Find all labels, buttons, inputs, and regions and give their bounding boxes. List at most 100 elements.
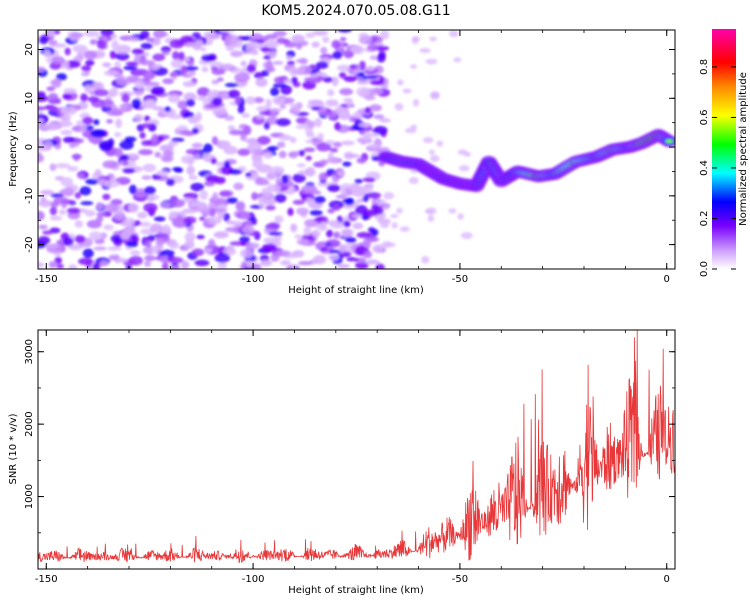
noise-cell	[211, 97, 223, 106]
colorbar-tick-label: 0.6	[699, 109, 710, 125]
noise-cell	[208, 238, 216, 249]
noise-cell	[96, 202, 104, 210]
noise-cell	[142, 246, 158, 255]
noise-cell	[68, 142, 77, 148]
noise-cell	[43, 49, 52, 58]
noise-cell	[296, 238, 309, 246]
noise-cell	[379, 220, 390, 229]
colorbar-tick-label: 0.4	[699, 160, 710, 176]
noise-cell	[274, 215, 284, 224]
noise-cell	[100, 232, 108, 239]
noise-cell	[326, 156, 340, 164]
noise-cell	[79, 186, 92, 196]
noise-cell	[119, 103, 128, 110]
noise-cell	[327, 184, 341, 192]
noise-cell	[58, 120, 73, 128]
noise-cell	[96, 211, 106, 217]
noise-cell	[228, 129, 244, 136]
noise-cell	[161, 262, 169, 269]
noise-cell	[202, 97, 211, 106]
noise-cell	[336, 64, 351, 72]
noise-cell	[174, 167, 184, 173]
noise-cell	[106, 119, 113, 124]
noise-cell	[325, 108, 332, 115]
noise-cell	[151, 174, 162, 181]
snr-y-ticks: 1000 2000 3000	[24, 339, 675, 534]
noise-cell	[340, 186, 347, 197]
noise-cell	[284, 41, 297, 48]
noise-cell	[211, 136, 218, 146]
noise-cell	[152, 106, 164, 111]
noise-cell	[38, 106, 47, 111]
noise-cell	[373, 125, 388, 135]
noise-cell	[111, 40, 119, 51]
snr-plot-area	[38, 330, 675, 569]
noise-cell	[309, 209, 323, 216]
noise-cell	[371, 204, 379, 211]
noise-cell	[113, 210, 126, 221]
noise-cell	[141, 175, 152, 180]
noise-cell	[281, 174, 289, 184]
noise-cell	[241, 35, 253, 41]
noise-cell	[356, 231, 371, 239]
noise-cell	[275, 118, 291, 127]
noise-cell	[84, 50, 97, 60]
noise-cell	[169, 199, 185, 208]
noise-cell	[326, 219, 339, 226]
noise-cell	[369, 80, 384, 86]
y-tick-label: 0	[24, 144, 35, 150]
noise-cell	[397, 79, 404, 86]
noise-cell	[325, 100, 340, 107]
noise-cell	[326, 229, 334, 238]
noise-cell	[339, 36, 347, 42]
noise-cell	[131, 98, 142, 109]
figure-title: KOM5.2024.070.05.08.G11	[261, 3, 450, 19]
noise-cell	[369, 104, 382, 112]
noise-cell	[85, 59, 95, 66]
noise-cell	[240, 248, 254, 258]
noise-cell	[107, 246, 122, 251]
noise-cell	[161, 51, 170, 56]
noise-cell	[172, 51, 180, 60]
colorbar-tick-label: 0.2	[699, 211, 710, 227]
noise-cell	[202, 152, 212, 162]
noise-cell	[74, 220, 84, 228]
noise-cell	[168, 113, 182, 120]
noise-cell	[333, 204, 341, 211]
noise-cell	[225, 34, 239, 45]
noise-cell	[245, 242, 260, 250]
noise-cell	[354, 178, 363, 184]
noise-cell	[425, 58, 438, 65]
noise-cell	[169, 241, 179, 250]
noise-cell	[237, 104, 245, 114]
noise-cell	[49, 206, 58, 216]
noise-cell	[73, 153, 80, 162]
noise-cell	[115, 44, 132, 54]
noise-cell	[63, 237, 74, 247]
noise-cell	[267, 145, 279, 151]
snr-x-ticks: -150 -100 -50 0	[35, 330, 670, 585]
noise-cell	[94, 169, 102, 177]
noise-cell	[88, 231, 102, 241]
noise-cell	[192, 153, 201, 160]
noise-cell	[241, 225, 255, 234]
noise-cell	[124, 136, 137, 143]
noise-cell	[126, 241, 138, 248]
noise-cell	[235, 201, 246, 211]
noise-cell	[39, 189, 55, 196]
noise-cell	[333, 141, 342, 148]
noise-cell	[185, 148, 202, 155]
noise-cell	[56, 73, 67, 81]
noise-cell	[412, 98, 420, 107]
spectrogram-frame	[37, 29, 676, 270]
noise-cell	[382, 203, 390, 211]
noise-cell	[96, 39, 107, 49]
noise-cell	[56, 263, 64, 269]
noise-cell	[119, 139, 134, 150]
spectrogram-x-ticks: -150 -100 -50 0	[35, 30, 670, 285]
noise-cell	[356, 86, 371, 97]
y-tick-label: 1000	[24, 484, 35, 509]
snr-panel: -150 -100 -50 0 1000 2000 3000 Height of stra…	[8, 329, 676, 596]
noise-cell	[304, 219, 318, 228]
